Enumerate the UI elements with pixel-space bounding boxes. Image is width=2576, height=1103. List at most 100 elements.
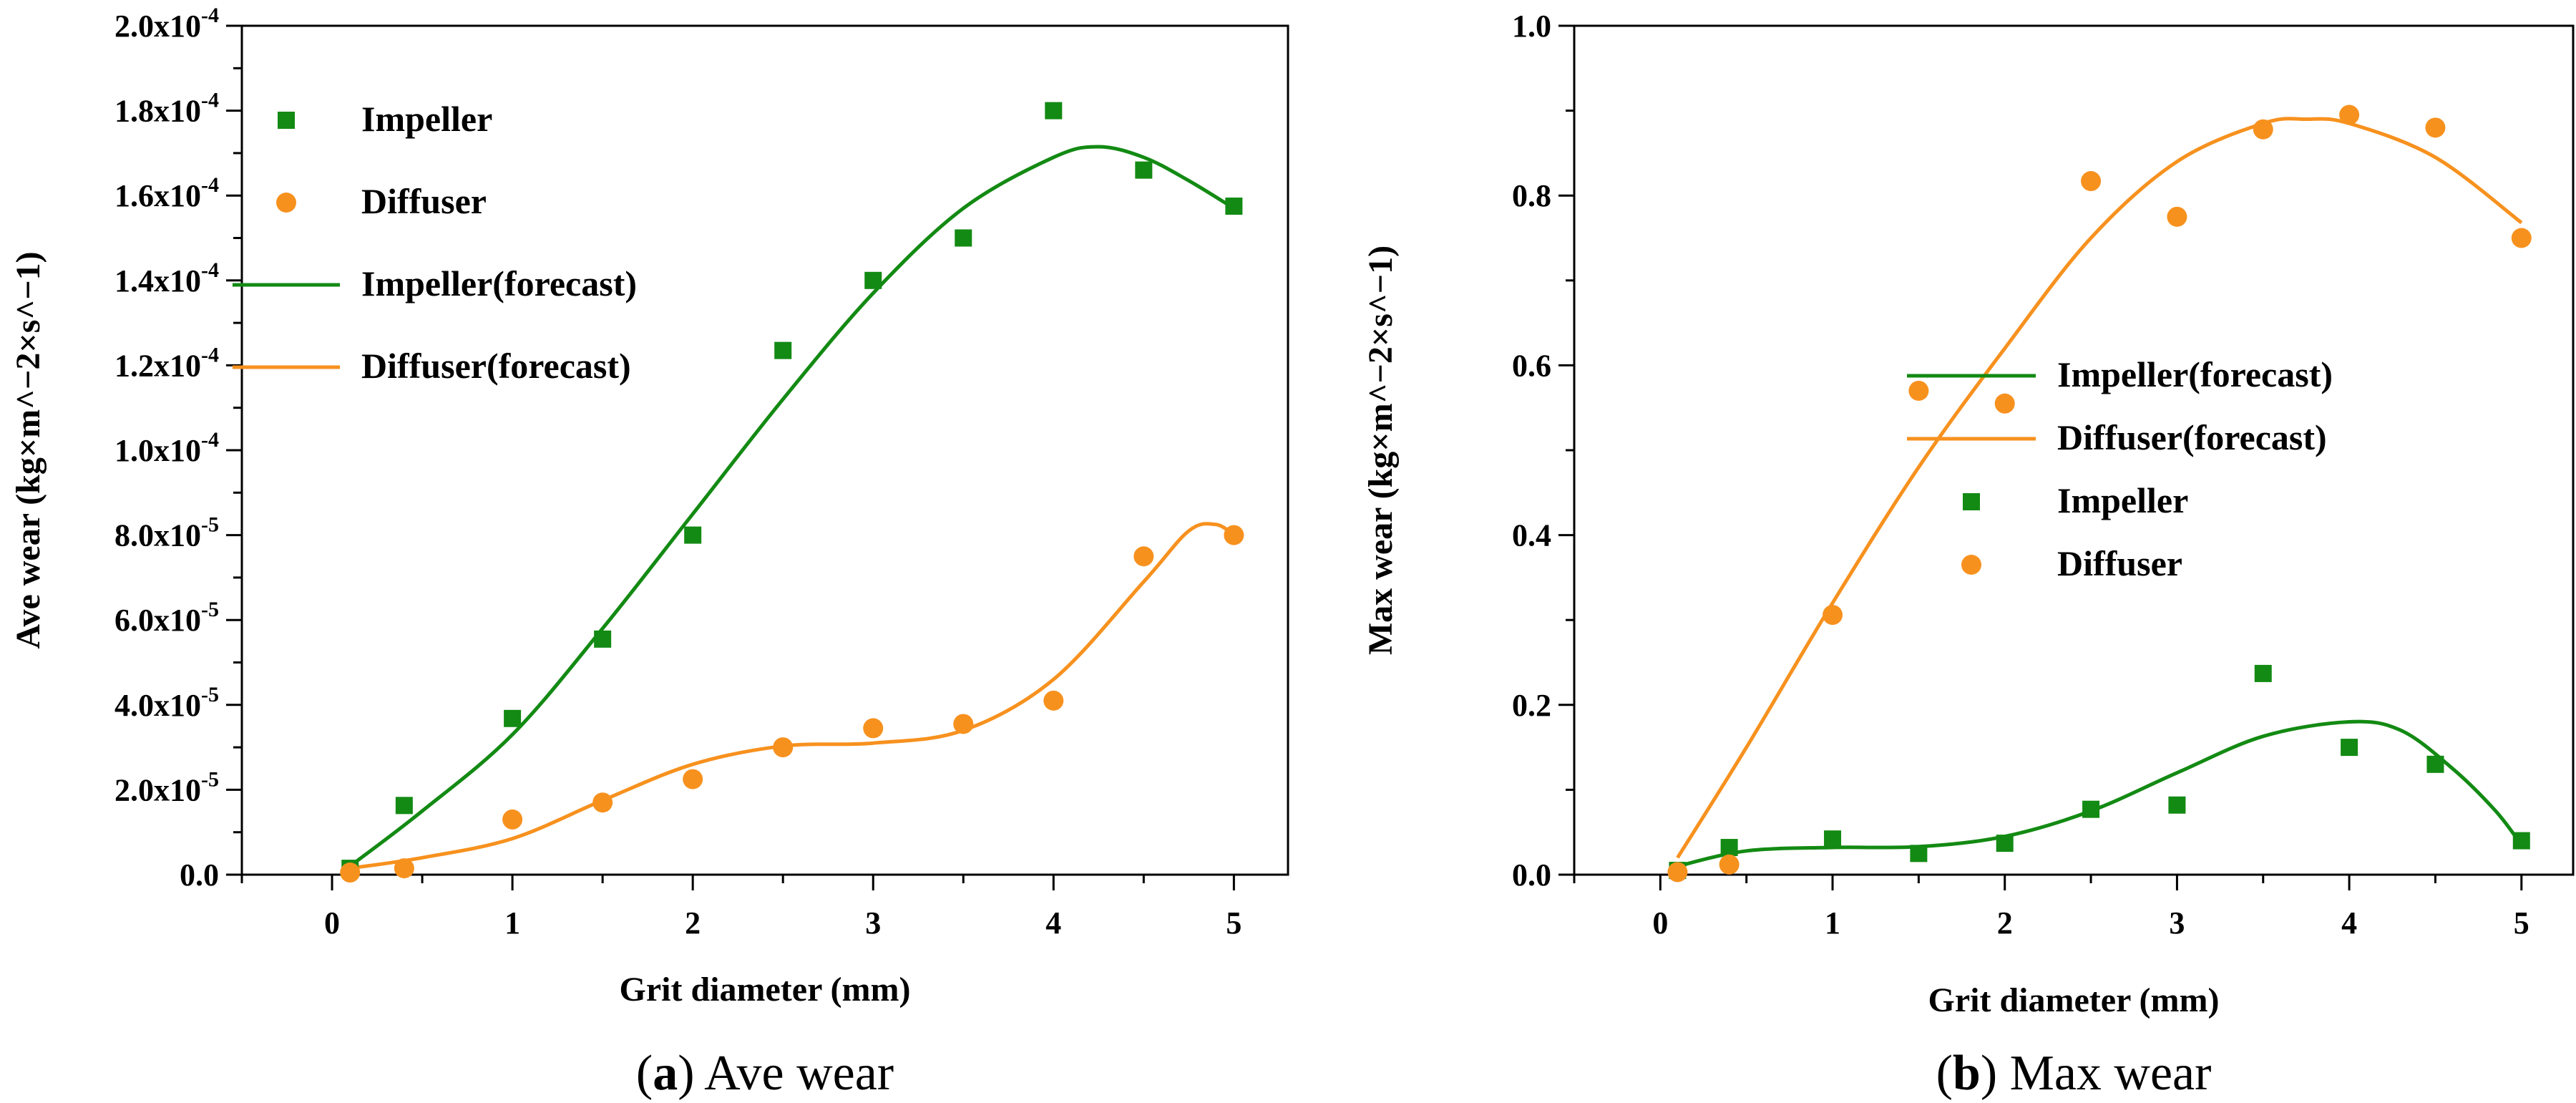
- data-point-diffuser: [1667, 862, 1688, 883]
- x-tick-label: 3: [2169, 905, 2185, 941]
- y-tick-mantissa: 0.8: [1512, 178, 1551, 213]
- legend-label: Diffuser(forecast): [361, 346, 631, 386]
- data-point-diffuser: [340, 863, 361, 883]
- y-tick-mantissa: 1.4x10: [114, 263, 201, 298]
- data-point-diffuser: [683, 769, 703, 789]
- data-point-impeller: [2426, 755, 2444, 773]
- x-axis-label: Grit diameter (mm): [1928, 981, 2220, 1019]
- y-tick-exponent: -4: [201, 4, 219, 27]
- data-point-diffuser: [502, 809, 523, 830]
- legend-circle-marker: [276, 193, 296, 213]
- y-tick-label: 0.2: [1512, 688, 1551, 723]
- legend-label: Diffuser: [361, 181, 487, 221]
- x-tick-label: 5: [1226, 905, 1241, 941]
- y-tick-mantissa: 0.2: [1512, 688, 1551, 723]
- data-point-impeller: [1996, 835, 2014, 852]
- y-tick-exponent: -4: [201, 173, 219, 197]
- legend-label: Impeller: [361, 99, 492, 139]
- data-point-diffuser: [1719, 854, 1740, 875]
- y-tick-mantissa: 8.0x10: [114, 518, 201, 553]
- y-tick-label: 2.0x10-4: [114, 4, 219, 44]
- data-point-impeller: [955, 229, 972, 247]
- y-tick-mantissa: 1.2x10: [114, 348, 201, 383]
- data-point-impeller: [1045, 102, 1063, 120]
- y-tick-label: 1.6x10-4: [114, 173, 219, 213]
- data-point-diffuser: [1994, 393, 2015, 414]
- y-tick-label: 1.0x10-4: [114, 428, 219, 468]
- data-point-diffuser: [1133, 546, 1154, 567]
- legend: Impeller Diffuser Impeller(forecast) Diffus…: [233, 99, 637, 386]
- legend-label: Diffuser(forecast): [2057, 417, 2327, 457]
- y-tick-label: 2.0x10-5: [114, 767, 219, 807]
- data-point-impeller: [1135, 161, 1153, 179]
- y-axis-label: Max wear (kg×m^−2×s^−1): [1362, 246, 1400, 655]
- data-point-diffuser: [2511, 228, 2532, 248]
- x-tick-label: 2: [1997, 905, 2013, 941]
- data-point-impeller: [2512, 832, 2530, 850]
- caption-text: Ave wear: [695, 1046, 894, 1101]
- y-tick-mantissa: 0.0: [180, 857, 219, 893]
- data-point-diffuser: [2339, 105, 2360, 125]
- y-tick-label: 1.2x10-4: [114, 343, 219, 383]
- y-tick-mantissa: 2.0x10: [114, 9, 201, 44]
- y-tick-label: 0.0: [1512, 857, 1551, 893]
- y-tick-mantissa: 1.6x10: [114, 178, 201, 213]
- legend-square-marker: [1963, 493, 1980, 510]
- chart-panel-b: 0 1 2 3 4 5 0.0 0.2 0.4 0.6 0.8 1.0 Grit diameter (m…: [1362, 9, 2575, 1101]
- x-tick-label: 3: [865, 905, 881, 941]
- data-point-diffuser: [1908, 380, 1929, 401]
- caption-open-paren: (: [636, 1046, 653, 1101]
- data-point-impeller: [2341, 739, 2358, 757]
- y-tick-mantissa: 0.4: [1512, 518, 1551, 553]
- y-tick-label: 0.6: [1512, 348, 1551, 383]
- data-point-diffuser: [394, 858, 414, 879]
- legend-label: Impeller: [2057, 480, 2188, 520]
- y-tick-mantissa: 6.0x10: [114, 603, 201, 638]
- panel-caption: (b) Max wear: [1936, 1046, 2212, 1101]
- x-tick-label: 0: [324, 905, 340, 941]
- data-point-diffuser: [953, 714, 974, 734]
- y-tick-mantissa: 4.0x10: [114, 688, 201, 723]
- y-tick-label: 6.0x10-5: [114, 598, 219, 638]
- legend-square-marker: [278, 112, 295, 129]
- y-tick-mantissa: 0.0: [1512, 857, 1551, 893]
- caption-letter: b: [1953, 1046, 1981, 1101]
- series-line-impeller-forecast-: [348, 145, 1235, 868]
- y-tick-mantissa: 2.0x10: [114, 772, 201, 807]
- caption-close-paren: ): [1981, 1046, 1997, 1101]
- data-point-impeller: [2254, 664, 2272, 682]
- data-point-impeller: [864, 271, 882, 289]
- y-tick-label: 1.8x10-4: [114, 89, 219, 129]
- y-tick-exponent: -5: [201, 767, 219, 791]
- y-tick-mantissa: 0.6: [1512, 348, 1551, 383]
- data-point-diffuser: [2081, 171, 2102, 192]
- legend-circle-marker: [1961, 555, 1981, 575]
- data-point-diffuser: [2253, 119, 2273, 140]
- x-tick-label: 0: [1652, 905, 1668, 941]
- data-point-diffuser: [863, 718, 884, 739]
- x-axis-label: Grit diameter (mm): [620, 971, 911, 1009]
- y-tick-mantissa: 1.8x10: [114, 94, 201, 129]
- data-point-impeller: [684, 526, 702, 544]
- data-point-diffuser: [592, 792, 613, 813]
- data-point-diffuser: [2425, 117, 2446, 138]
- y-axis-label: Ave wear (kg×m^−2×s^−1): [9, 251, 47, 648]
- data-point-impeller: [504, 709, 522, 727]
- y-tick-label: 8.0x10-5: [114, 513, 219, 553]
- y-tick-label: 0.0: [180, 857, 219, 893]
- data-point-diffuser: [1224, 525, 1244, 545]
- y-tick-exponent: -4: [201, 428, 219, 452]
- y-tick-label: 4.0x10-5: [114, 683, 219, 723]
- chart-panel-a: 0 1 2 3 4 50.02.0x10-54.0x10-56.0x10-58.0x10-…: [9, 4, 1289, 1101]
- y-tick-exponent: -4: [201, 89, 219, 112]
- y-tick-label: 0.4: [1512, 518, 1551, 553]
- caption-close-paren: ): [678, 1046, 694, 1101]
- data-point-impeller: [395, 797, 413, 815]
- y-tick-label: 1.4x10-4: [114, 258, 219, 298]
- data-point-impeller: [774, 341, 792, 359]
- caption-open-paren: (: [1936, 1046, 1953, 1101]
- data-point-impeller: [1824, 830, 1842, 848]
- data-point-diffuser: [773, 737, 794, 758]
- data-point-diffuser: [1043, 690, 1064, 711]
